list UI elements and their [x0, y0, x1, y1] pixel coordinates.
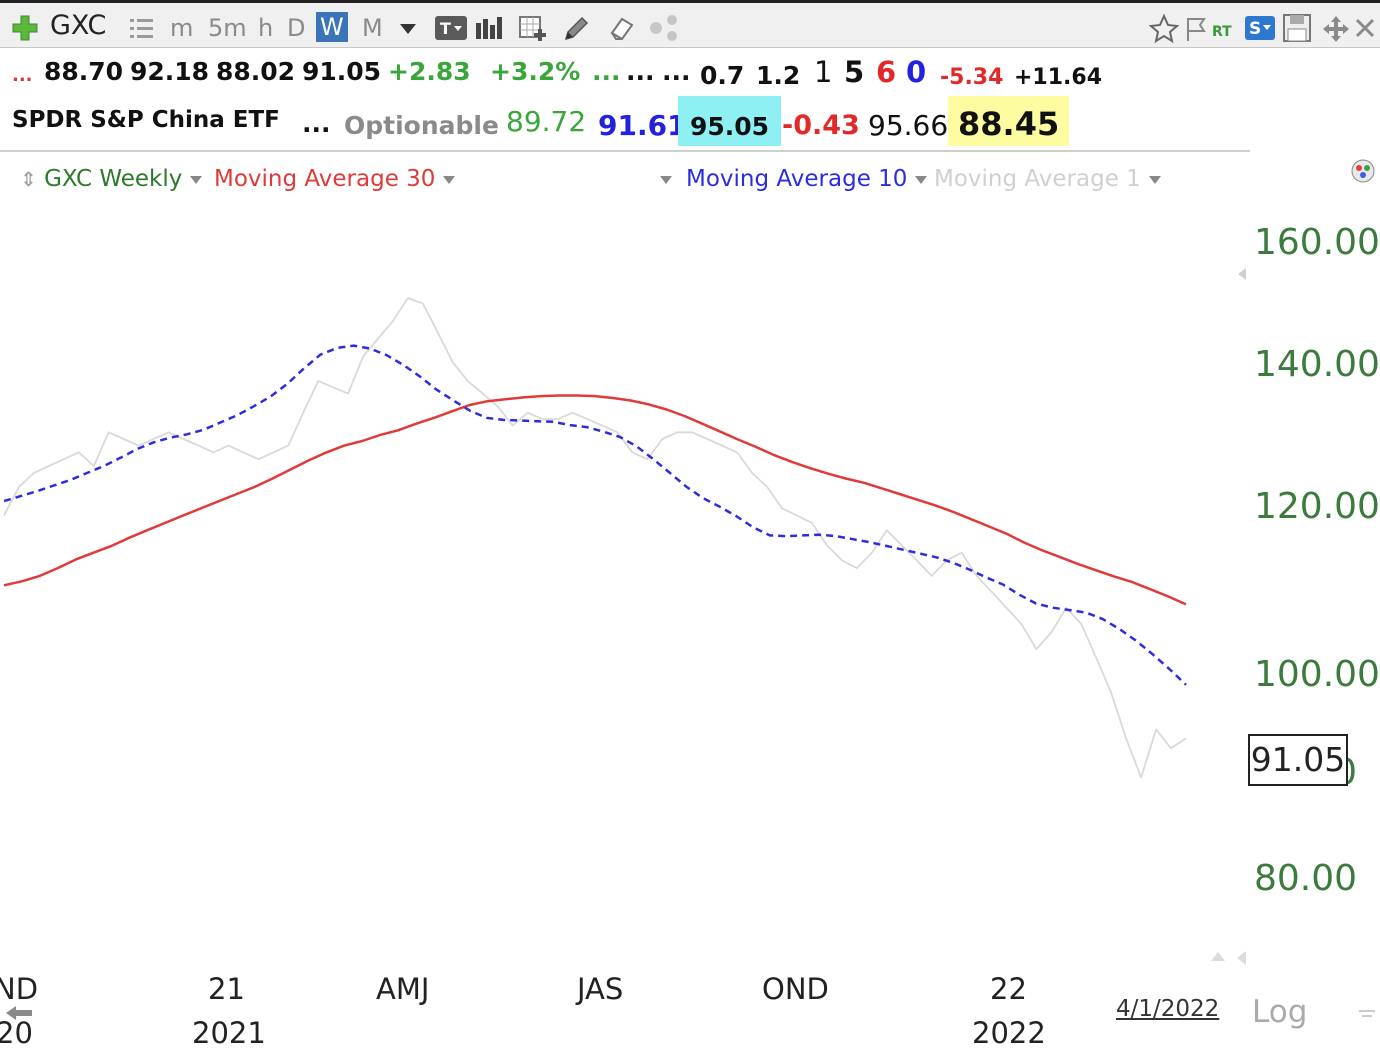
- legend-ma10[interactable]: Moving Average 10: [660, 164, 928, 194]
- legend-main[interactable]: ⇕ GXC Weekly: [20, 164, 203, 194]
- metric-v1: 0.7: [700, 61, 745, 90]
- metric-v3: 1: [814, 55, 833, 89]
- optionable-label: Optionable: [344, 111, 499, 140]
- legend-ma30-label: Moving Average 30: [214, 166, 436, 192]
- interval-h[interactable]: h: [258, 14, 274, 42]
- share-icon[interactable]: [648, 13, 682, 43]
- eraser-icon[interactable]: [606, 13, 636, 43]
- quote2-val4: -0.43: [782, 110, 860, 141]
- y-label-120: 120.00: [1254, 486, 1380, 527]
- quote2-val3: 95.05: [678, 96, 782, 146]
- legend-ma1-dropdown-icon[interactable]: [1148, 175, 1161, 184]
- x-label-22: 22: [990, 972, 1027, 1006]
- x-label-jas: JAS: [577, 972, 624, 1006]
- realtime-badge[interactable]: RT: [1212, 24, 1232, 40]
- y-label-140: 140.00: [1254, 344, 1380, 385]
- scan-s-icon[interactable]: S: [1244, 15, 1276, 41]
- metric-v4: 5: [844, 55, 865, 89]
- dots-b[interactable]: ...: [662, 57, 691, 86]
- open-value: 88.70: [44, 57, 124, 86]
- y-label-100: 100.00: [1254, 654, 1380, 695]
- interval-w[interactable]: W: [316, 12, 348, 42]
- svg-text:T: T: [440, 19, 451, 38]
- legend-ma10-dropdown-icon[interactable]: [915, 175, 928, 184]
- metric-v2: 1.2: [756, 61, 801, 90]
- star-icon[interactable]: [1148, 13, 1180, 45]
- dots-a[interactable]: ...: [626, 57, 655, 86]
- svg-text:S: S: [1249, 19, 1261, 39]
- green-dots[interactable]: ...: [592, 57, 621, 86]
- metric-v6: 0: [906, 55, 927, 89]
- chart-toolbar: GXC m 5m h D W M T RT S: [0, 0, 1380, 48]
- change-value: +2.83: [388, 57, 471, 86]
- scroll-up-arrow-icon[interactable]: [1208, 948, 1228, 962]
- header-divider: [0, 150, 1250, 152]
- x-label-2022: 2022: [972, 1016, 1046, 1050]
- metric-v8: +11.64: [1014, 65, 1103, 90]
- calendar-add-icon[interactable]: [518, 13, 548, 43]
- legend-ma30-dropdown-icon[interactable]: [443, 175, 456, 184]
- x-label-amj: AMJ: [376, 972, 430, 1006]
- legend-ma1-label: Moving Average 1: [934, 166, 1141, 192]
- text-tool-icon[interactable]: T: [434, 15, 468, 41]
- quote2-val6: 88.45: [948, 96, 1070, 146]
- legend-ma1[interactable]: Moving Average 1: [934, 164, 1161, 194]
- add-plus-icon[interactable]: [10, 13, 40, 43]
- x-label-21: 21: [208, 972, 245, 1006]
- change-pct-value: +3.2%: [490, 57, 581, 86]
- collapse-icon[interactable]: [1358, 1004, 1376, 1017]
- close-value: 91.05: [302, 57, 382, 86]
- move-icon[interactable]: [1322, 15, 1350, 43]
- interval-m[interactable]: m: [170, 14, 194, 42]
- dropdown-arrow-icon[interactable]: [398, 21, 418, 35]
- quote-line-2: SPDR S&P China ETF ... Optionable 89.72 …: [0, 96, 1380, 146]
- y-label-160: 160.00: [1254, 222, 1380, 263]
- metric-v7: -5.34: [940, 65, 1004, 90]
- pencil-icon[interactable]: [562, 13, 592, 43]
- interval-5m[interactable]: 5m: [208, 14, 247, 42]
- quote2-val5: 95.66: [868, 109, 949, 142]
- x-label-ond: OND: [762, 972, 829, 1006]
- quote-line: ... 88.70 92.18 88.02 91.05 +2.83 +3.2% …: [0, 48, 1380, 98]
- quote2-val1: 89.72: [506, 105, 587, 138]
- legend-ma10-label: Moving Average 10: [686, 166, 908, 192]
- interval-d[interactable]: D: [287, 14, 306, 42]
- quote-prefix-dots[interactable]: ...: [12, 65, 33, 86]
- close-icon[interactable]: [1354, 17, 1376, 39]
- security-name: SPDR S&P China ETF: [12, 107, 280, 133]
- updown-icon[interactable]: ⇕: [20, 167, 37, 191]
- moving-average-30-line[interactable]: [3, 394, 1187, 606]
- current-date[interactable]: 4/1/2022: [1116, 996, 1220, 1022]
- high-value: 92.18: [130, 57, 210, 86]
- name-dots[interactable]: ...: [302, 109, 331, 138]
- chart-settings-icon[interactable]: [1350, 158, 1376, 184]
- bar-chart-icon[interactable]: [474, 15, 504, 41]
- moving-average-10-line[interactable]: [3, 344, 1187, 686]
- symbol-input[interactable]: GXC: [50, 10, 107, 41]
- low-value: 88.02: [216, 57, 296, 86]
- legend-main-label: GXC Weekly: [44, 166, 183, 192]
- flag-icon[interactable]: [1184, 15, 1210, 43]
- legend-ma30[interactable]: Moving Average 30: [214, 164, 456, 194]
- x-label-2021: 2021: [192, 1016, 266, 1050]
- x-label-nd: ND: [0, 972, 39, 1006]
- legend-extra-dropdown-icon[interactable]: [660, 175, 672, 184]
- last-price-label: 91.05: [1248, 734, 1348, 786]
- list-icon[interactable]: [128, 15, 156, 43]
- scroll-back-icon[interactable]: [4, 1004, 34, 1022]
- y-label-80: 80.00: [1254, 858, 1358, 899]
- quote2-val2: 91.61: [598, 109, 687, 142]
- save-icon[interactable]: [1282, 13, 1312, 43]
- legend-main-dropdown-icon[interactable]: [190, 175, 203, 184]
- scroll-right-arrow-icon[interactable]: [1234, 948, 1248, 968]
- scroll-left-arrow-icon[interactable]: [1236, 264, 1248, 284]
- interval-monthly[interactable]: M: [362, 14, 383, 42]
- gxc-weekly-line[interactable]: [3, 297, 1187, 779]
- log-scale-toggle[interactable]: Log: [1252, 994, 1308, 1030]
- x-label-20: 20: [0, 1016, 33, 1050]
- metric-v5: 6: [876, 55, 897, 89]
